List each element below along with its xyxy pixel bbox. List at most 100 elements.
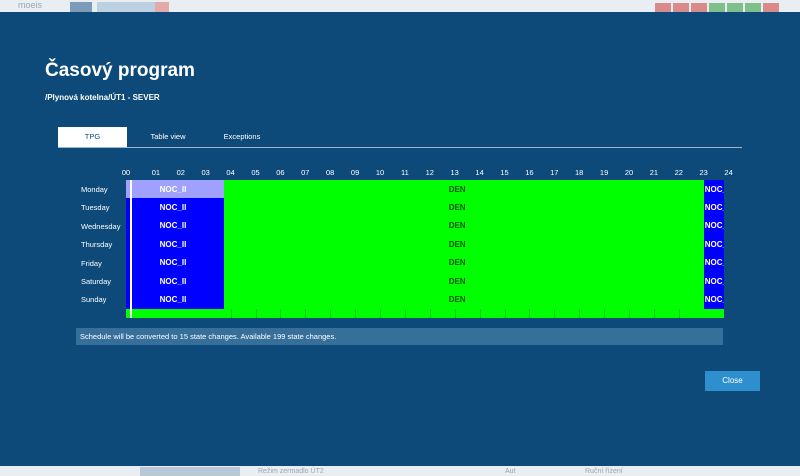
hour-label: 04 [226,168,235,177]
hour-label: 22 [674,168,683,177]
status-text: Aut [505,468,516,475]
schedule-segment[interactable] [126,198,225,217]
day-label: Thursday [81,240,113,250]
segment-label: DEN [448,202,466,212]
current-time-marker [130,180,132,318]
schedule-segment[interactable] [703,235,724,254]
tab-bar: TPG Table view Exceptions [58,127,742,148]
toolbar-square-icon [709,3,725,12]
toolbar-block [155,2,169,12]
day-label: Sunday [81,295,107,305]
hour-label: 19 [599,168,609,177]
toolbar-square-icon [691,3,707,12]
segment-label: DEN [448,258,466,268]
time-program-dialog: Časový program /Plynová kotelna/ÚT1 - SE… [0,12,800,466]
hour-label: 11 [400,168,409,177]
segment-label: DEN [448,184,466,194]
schedule-segment[interactable] [224,198,704,217]
tab-exceptions[interactable]: Exceptions [223,132,261,141]
schedule-segment[interactable] [703,180,724,199]
schedule-segment[interactable] [224,235,704,254]
hour-label: 06 [276,168,285,177]
segment-label: DEN [448,221,466,231]
schedule-segment[interactable] [703,272,724,291]
close-button[interactable]: Close [705,371,760,391]
hour-label: 12 [425,168,434,177]
day-label: Saturday [81,277,112,286]
hour-label: 13 [450,168,459,177]
hour-label: 08 [326,168,335,177]
toolbar-block [70,2,92,12]
segment-label: NOC_II [159,184,187,194]
hour-label: 01 [151,168,161,177]
hour-label: 09 [350,168,360,177]
segment-label: NOC_II [159,221,187,231]
tab-tpg[interactable]: TPG [58,127,127,147]
schedule-segment[interactable] [126,235,225,254]
schedule-segment[interactable] [703,198,724,217]
hour-label: 05 [251,168,260,177]
schedule-segment[interactable] [224,216,704,236]
schedule-segment[interactable] [703,253,724,272]
segment-label: NOC_II [159,276,187,286]
segment-label: NOC_ [704,221,724,231]
segment-label: NOC_II [159,258,187,268]
toolbar-square-icon [673,3,689,12]
tab-table-view[interactable]: Table view [150,132,186,141]
background-app-topbar: moeis [0,0,800,12]
toolbar-square-icon [763,3,779,12]
segment-label: NOC_ [704,239,724,249]
schedule-segment[interactable] [126,253,225,272]
segment-label: NOC_ [704,184,724,194]
status-text: Ruční řízení [585,468,623,475]
hour-label: 15 [500,168,509,177]
hour-label: 10 [375,168,385,177]
schedule-segment[interactable] [224,180,704,199]
state-change-info: Schedule will be converted to 15 state c… [76,328,723,345]
dialog-title: Časový program [45,60,195,81]
toolbar-square-icon [655,3,671,12]
schedule-segment[interactable] [703,290,724,309]
schedule-segment[interactable] [224,272,704,291]
segment-label: NOC_ [704,294,724,304]
segment-label: NOC_II [159,294,187,304]
hour-label: 14 [475,168,484,177]
toolbar-square-icon [745,3,761,12]
hour-label: 17 [550,168,559,177]
schedule-segment[interactable] [126,272,225,291]
hour-label: 03 [201,168,210,177]
schedule-segment[interactable] [126,290,225,309]
hour-axis: 00 01 02 03 04 05 06 07 08 09 10 11 12 13 14 15 16 17 18 19… [0,168,800,178]
schedule-segment[interactable] [126,216,225,236]
day-label: Wednesday [81,221,121,231]
segment-label: NOC_II [159,202,187,212]
hour-label: 20 [624,168,634,177]
segment-label: NOC_ [704,258,724,268]
toolbar-square-icon [727,3,743,12]
day-label: Monday [81,185,108,194]
hour-label: 02 [176,168,185,177]
hour-label: 07 [301,168,310,177]
dialog-subtitle: /Plynová kotelna/ÚT1 - SEVER [45,93,160,102]
status-segment [140,467,240,476]
day-label: Tuesday [81,203,110,213]
hour-label: 24 [724,168,733,177]
hour-label: 00 [121,168,131,177]
schedule-segment[interactable] [224,253,704,272]
schedule-segment[interactable] [703,216,724,236]
app-logo: moeis [18,0,43,10]
segment-label: DEN [448,239,466,249]
day-label: Friday [81,258,102,268]
schedule-grid[interactable]: NOC_II DEN NOC_ NOC_II DEN NOC_ NOC_II DEN NOC_ N… [126,180,724,318]
segment-label: NOC_ [704,276,724,286]
schedule-segment[interactable] [224,290,704,309]
segment-label: NOC_ [704,202,724,212]
status-text: Režim zermadlo ÚT2 [258,468,324,475]
hour-label: 16 [525,168,534,177]
schedule-segment[interactable] [126,180,225,199]
hour-label: 21 [649,168,659,177]
background-app-statusbar: Režim zermadlo ÚT2 Aut Ruční řízení [0,466,800,476]
segment-label: DEN [448,294,466,304]
segment-label: DEN [448,276,466,286]
segment-label: NOC_II [159,239,187,249]
